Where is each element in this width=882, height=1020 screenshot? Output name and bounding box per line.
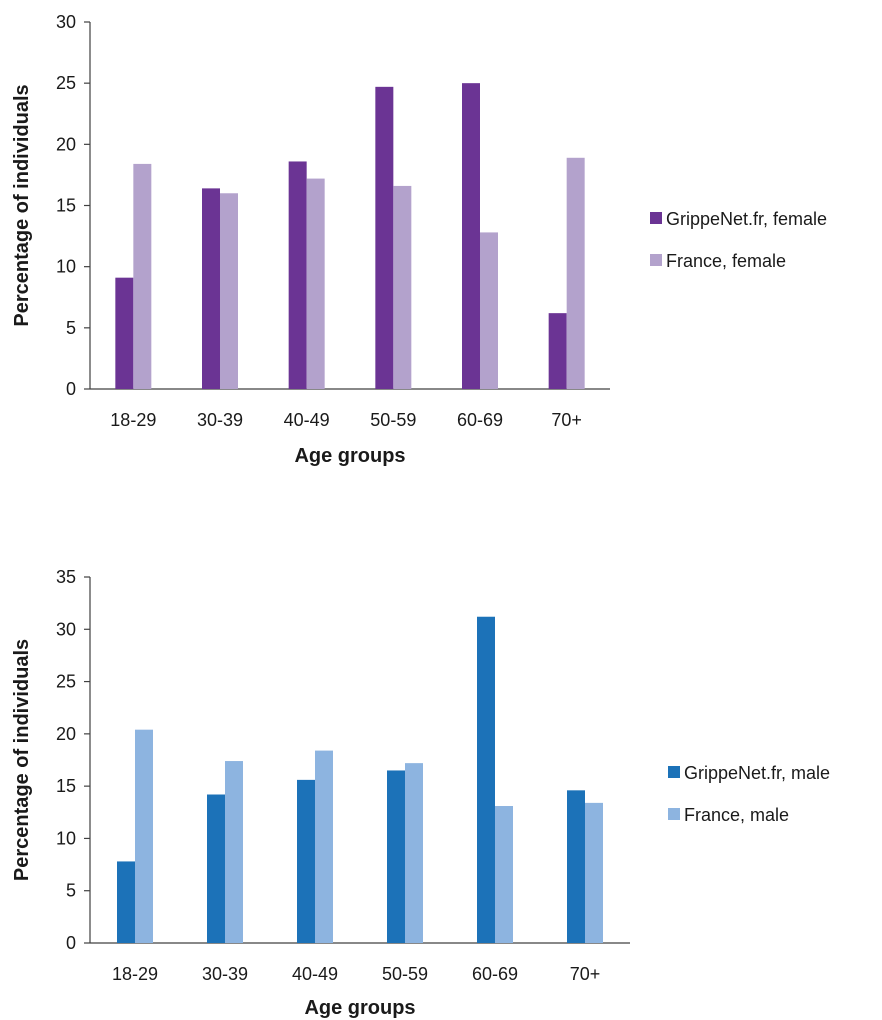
- grippenet-female-bar: [115, 277, 134, 389]
- x-tick-label: 70+: [551, 410, 582, 430]
- legend-label: GrippeNet.fr, female: [666, 209, 827, 229]
- france-female-bar: [480, 232, 498, 389]
- grippenet-male-bar: [387, 770, 405, 943]
- france-female-bar: [306, 178, 325, 389]
- grippenet-female-bar: [548, 313, 567, 389]
- y-tick-label: 25: [56, 73, 76, 93]
- y-tick-label: 35: [56, 567, 76, 587]
- y-tick-label: 20: [56, 724, 76, 744]
- grippenet-male-bar: [477, 616, 495, 943]
- legend-label: France, male: [684, 805, 789, 825]
- x-tick-label: 70+: [570, 964, 601, 984]
- grippenet-male-bar: [117, 861, 135, 943]
- x-tick-label: 50-59: [370, 410, 416, 430]
- france-female-bar: [133, 163, 152, 389]
- france-female-bar: [566, 157, 585, 389]
- france-female-bar: [220, 193, 238, 389]
- y-tick-label: 25: [56, 672, 76, 692]
- legend-swatch: [668, 766, 680, 778]
- x-tick-label: 30-39: [197, 410, 243, 430]
- grippenet-male-bar: [297, 779, 315, 943]
- y-tick-label: 30: [56, 619, 76, 639]
- x-tick-label: 40-49: [284, 410, 330, 430]
- male-age-chart: 0 5 10 15 20 25 30 35 18-29 30-39 40-49 50-59 60-69 7…: [11, 567, 830, 1019]
- female-age-chart: 0 5 10 15 20 25 30 18-29 30-39 40-49 50-59 60-69 70+…: [11, 12, 827, 467]
- france-male-bar: [405, 763, 423, 943]
- x-axis-title: Age groups: [304, 997, 415, 1019]
- y-tick-label: 10: [56, 828, 76, 848]
- france-male-bar: [315, 750, 333, 943]
- x-axis-title: Age groups: [294, 445, 405, 467]
- grippenet-female-bar: [462, 83, 480, 390]
- y-axis-title: Percentage of individuals: [11, 84, 33, 326]
- x-tick-label: 30-39: [202, 964, 248, 984]
- y-tick-label: 5: [66, 318, 76, 338]
- france-male-bar: [585, 802, 603, 943]
- y-tick-label: 5: [66, 881, 76, 901]
- y-tick-label: 20: [56, 134, 76, 154]
- y-tick-label: 30: [56, 12, 76, 32]
- legend-swatch: [650, 254, 662, 266]
- y-tick-label: 10: [56, 257, 76, 277]
- y-tick-label: 15: [56, 196, 76, 216]
- france-male-bar: [495, 806, 513, 943]
- y-tick-label: 0: [66, 933, 76, 953]
- x-tick-label: 50-59: [382, 964, 428, 984]
- grippenet-male-bar: [567, 790, 585, 943]
- x-tick-label: 18-29: [110, 410, 156, 430]
- legend-swatch: [650, 212, 662, 224]
- x-tick-label: 18-29: [112, 964, 158, 984]
- france-female-bar: [393, 185, 412, 389]
- legend-label: GrippeNet.fr, male: [684, 763, 830, 783]
- legend-label: France, female: [666, 251, 786, 271]
- x-tick-label: 40-49: [292, 964, 338, 984]
- x-tick-label: 60-69: [457, 410, 503, 430]
- y-tick-label: 0: [66, 379, 76, 399]
- grippenet-female-bar: [202, 188, 220, 389]
- x-tick-label: 60-69: [472, 964, 518, 984]
- grippenet-male-bar: [207, 794, 225, 943]
- france-male-bar: [225, 761, 243, 943]
- france-male-bar: [135, 729, 153, 943]
- grippenet-female-bar: [375, 86, 394, 389]
- grippenet-female-bar: [288, 161, 307, 389]
- y-axis-title: Percentage of individuals: [11, 639, 33, 881]
- y-tick-label: 15: [56, 776, 76, 796]
- legend-swatch: [668, 808, 680, 820]
